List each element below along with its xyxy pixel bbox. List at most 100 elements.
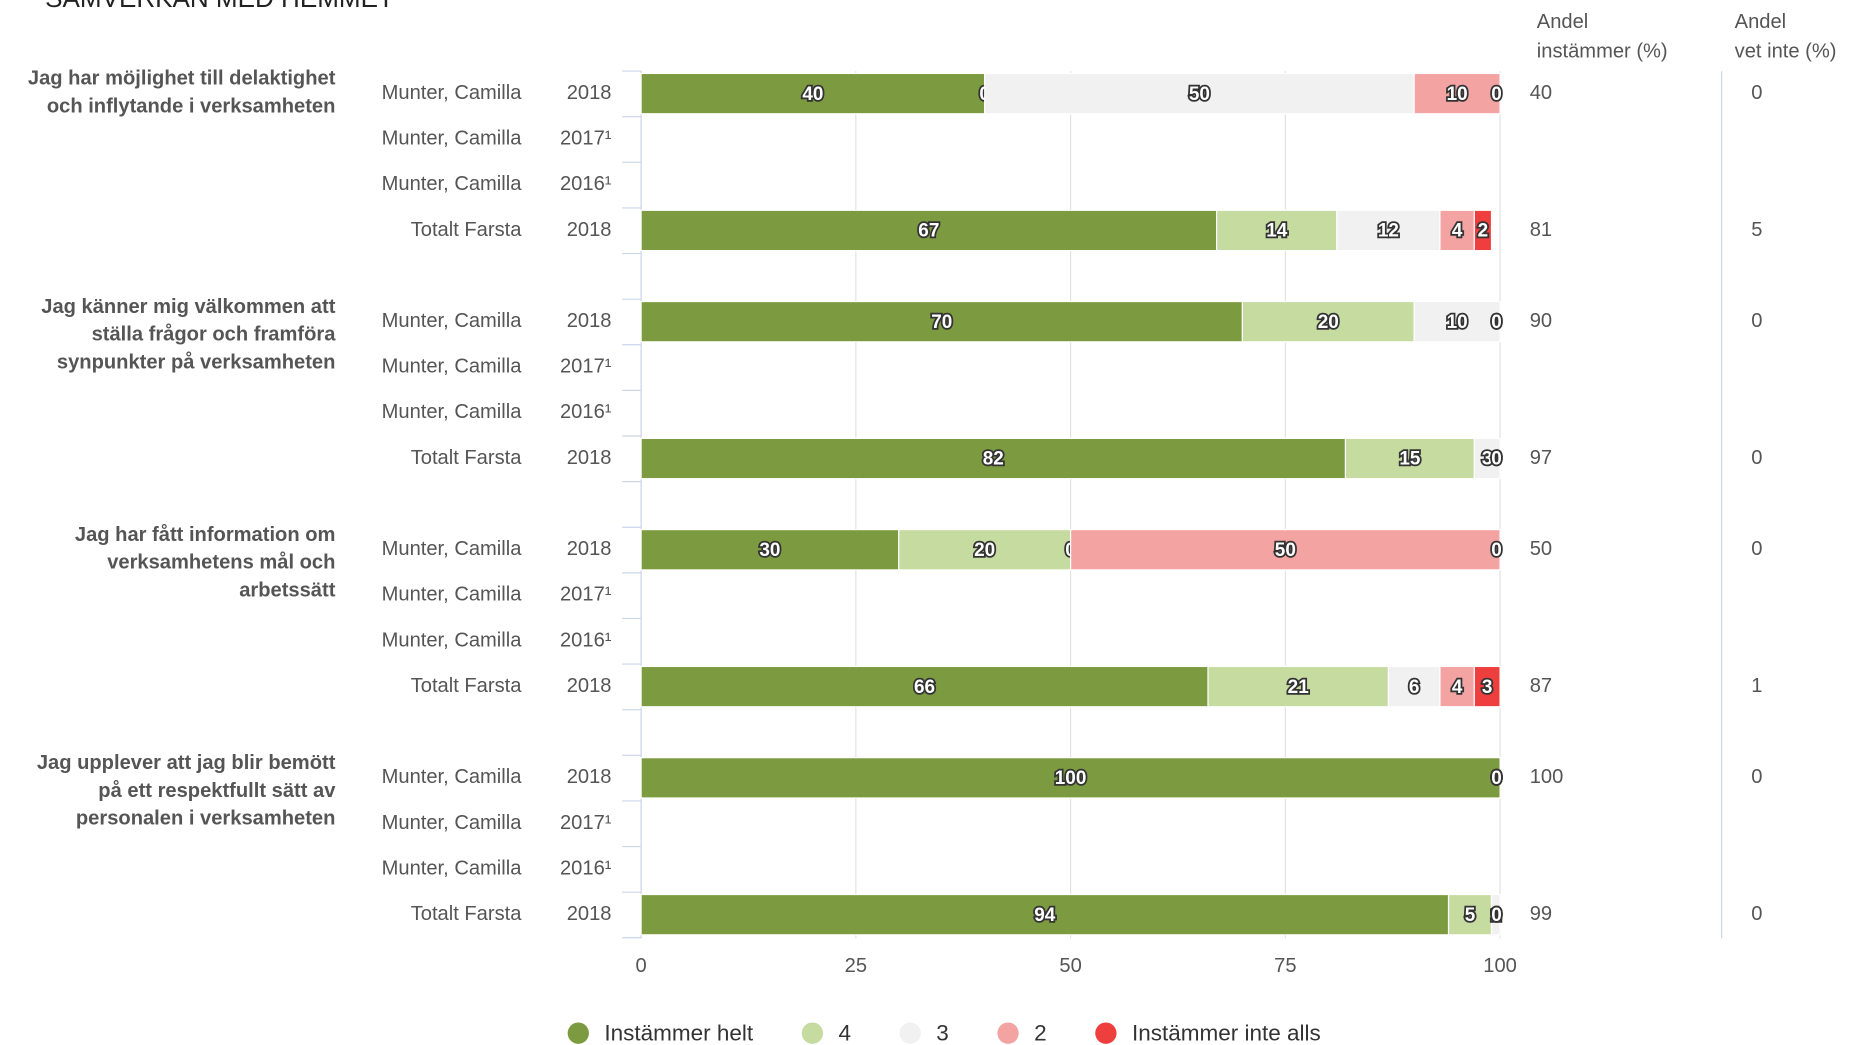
question-label: Jag har fått information om xyxy=(75,523,336,546)
column-value: 0 xyxy=(1751,766,1762,788)
question-label: verksamhetens mål och xyxy=(107,551,335,574)
legend-marker xyxy=(997,1022,1019,1044)
row-name: Munter, Camilla xyxy=(382,538,523,560)
row-name: Munter, Camilla xyxy=(382,812,523,834)
row-year: 2018 xyxy=(567,766,612,788)
bar-segment xyxy=(1344,437,1475,480)
row-year: 2016¹ xyxy=(560,629,612,651)
data-label: 0 xyxy=(1491,768,1502,789)
row-name: Munter, Camilla xyxy=(382,356,523,378)
bar-segment xyxy=(1069,529,1501,571)
bar-segment xyxy=(1207,665,1390,708)
bar-segment xyxy=(1490,893,1501,936)
question-label: ställa frågor och framföra xyxy=(92,323,337,346)
row-year: 2016¹ xyxy=(560,857,612,879)
data-label: 0 xyxy=(1491,905,1502,926)
row-year: 2018 xyxy=(567,310,612,332)
x-tick-label: 75 xyxy=(1274,955,1296,977)
legend-label: 2 xyxy=(1034,1020,1047,1045)
bar-segment xyxy=(1473,209,1493,252)
column-header: instämmer (%) xyxy=(1537,40,1668,62)
legend-marker xyxy=(567,1022,589,1044)
column-value: 0 xyxy=(1751,82,1762,104)
data-label: 0 xyxy=(1491,768,1502,789)
data-label: 2 xyxy=(1478,221,1489,242)
row-year: 2018 xyxy=(567,903,612,925)
row-name: Totalt Farsta xyxy=(411,675,523,697)
row-name: Munter, Camilla xyxy=(382,584,523,606)
column-value: 0 xyxy=(1751,310,1762,332)
data-label: 10 xyxy=(1447,84,1468,105)
column-header: Andel xyxy=(1735,11,1786,33)
data-label: 0 xyxy=(1491,84,1502,105)
legend-label: Instämmer inte alls xyxy=(1132,1020,1321,1045)
data-label: 5 xyxy=(1465,905,1476,926)
row-name: Totalt Farsta xyxy=(411,219,523,241)
column-value: 0 xyxy=(1751,538,1762,560)
column-value: 5 xyxy=(1751,219,1762,241)
x-tick-label: 25 xyxy=(845,955,867,977)
legend-marker xyxy=(899,1022,921,1044)
question-label: Jag upplever att jag blir bemött xyxy=(37,752,336,774)
column-value: 0 xyxy=(1751,903,1762,925)
data-label: 12 xyxy=(1378,221,1399,242)
data-label: 66 xyxy=(914,677,935,698)
bar-segment xyxy=(640,300,1243,343)
column-value: 50 xyxy=(1530,538,1552,560)
row-name: Munter, Camilla xyxy=(382,173,523,195)
row-year: 2017¹ xyxy=(560,812,612,834)
column-value: 81 xyxy=(1530,219,1552,241)
bar-segment xyxy=(1447,893,1493,936)
data-label: 40 xyxy=(802,84,823,105)
data-label: 14 xyxy=(1266,221,1288,242)
legend-marker xyxy=(1095,1022,1117,1044)
bar-segment xyxy=(1413,72,1501,115)
bar-segment xyxy=(1439,665,1475,708)
row-name: Totalt Farsta xyxy=(411,903,523,925)
row-year: 2017¹ xyxy=(560,584,612,606)
column-value: 100 xyxy=(1530,766,1564,788)
data-label: 0 xyxy=(1491,768,1502,789)
data-label: 3 xyxy=(1482,677,1493,698)
legend-label: 4 xyxy=(838,1020,851,1045)
bar-segment xyxy=(640,757,1501,799)
bar-segment xyxy=(640,665,1209,708)
data-label: 0 xyxy=(1491,449,1502,470)
data-label: 20 xyxy=(1318,312,1339,333)
row-name: Munter, Camilla xyxy=(382,766,523,788)
bar-segment xyxy=(984,72,1415,115)
data-label: 70 xyxy=(931,312,952,333)
data-label: 3 xyxy=(1482,449,1493,470)
row-year: 2016¹ xyxy=(560,401,612,423)
data-label: 0 xyxy=(1491,449,1502,470)
legend-label: 3 xyxy=(936,1020,949,1045)
row-year: 2017¹ xyxy=(560,128,612,150)
column-value: 87 xyxy=(1530,675,1552,697)
x-tick-label: 0 xyxy=(635,955,646,977)
question-label: på ett respektfullt sätt av xyxy=(98,779,336,802)
bar-segment xyxy=(1473,437,1501,480)
data-label: 50 xyxy=(1189,84,1210,105)
chart-title: SAMVERKAN MED HEMMET xyxy=(45,0,394,13)
data-label: 1 xyxy=(1491,905,1502,926)
row-year: 2018 xyxy=(567,447,612,469)
bar-segment xyxy=(640,529,900,571)
data-label: 67 xyxy=(918,221,939,242)
row-name: Munter, Camilla xyxy=(382,857,523,879)
data-label: 30 xyxy=(759,540,780,561)
bar-segment xyxy=(1473,665,1501,708)
data-label: 0 xyxy=(1491,312,1502,333)
row-year: 2018 xyxy=(567,219,612,241)
data-label: 100 xyxy=(1055,768,1087,789)
bar-segment xyxy=(1439,209,1475,252)
bar-segment xyxy=(640,893,1450,936)
question-label: Jag har möjlighet till delaktighet xyxy=(28,68,336,90)
column-header: Andel xyxy=(1537,11,1588,33)
data-label: 4 xyxy=(1452,221,1463,242)
column-value: 90 xyxy=(1530,310,1552,332)
column-value: 1 xyxy=(1751,675,1762,697)
question-label: arbetssätt xyxy=(239,580,335,602)
data-label: 0 xyxy=(1491,905,1502,926)
